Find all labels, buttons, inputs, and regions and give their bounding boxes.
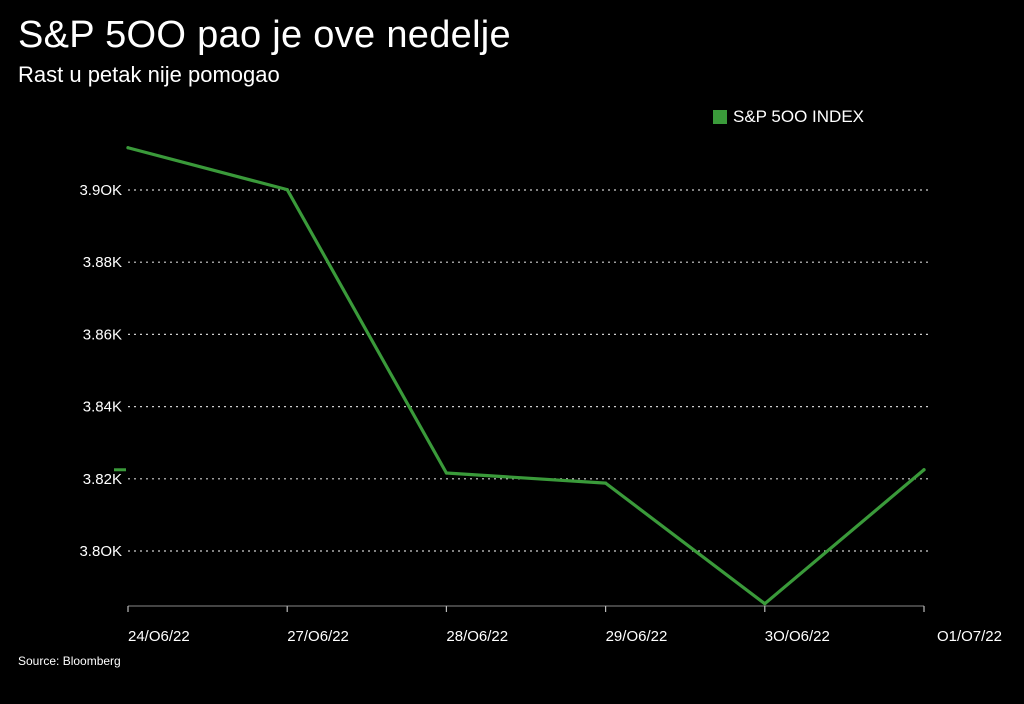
- x-tick-label: O1/O7/22: [937, 628, 1002, 645]
- legend: S&P 5OO INDEX: [713, 107, 864, 127]
- x-axis: [127, 605, 925, 612]
- series-layer: [114, 146, 926, 606]
- y-axis: 3.8OK 3.82K 3.84K 3.86K 3.88K 3.9OK: [79, 182, 122, 560]
- data-point: [285, 188, 289, 192]
- x-tick-label: 3O/O6/22: [765, 628, 830, 645]
- y-tick-label: 3.84K: [83, 399, 122, 416]
- series-line: [126, 146, 926, 606]
- data-point: [604, 481, 608, 485]
- chart-subtitle: Rast u petak nije pomogao: [18, 62, 280, 87]
- x-tick-label: 29/O6/22: [606, 628, 668, 645]
- x-tick-label: 24/O6/22: [128, 628, 190, 645]
- x-tick-label: 28/O6/22: [446, 628, 508, 645]
- data-point: [922, 468, 926, 472]
- data-point: [126, 146, 130, 150]
- last-value-marker: [114, 468, 126, 472]
- y-tick-label: 3.9OK: [79, 182, 122, 199]
- x-tick-labels: 24/O6/22 27/O6/22 28/O6/22 29/O6/22 3O/O6/22…: [128, 628, 1002, 645]
- legend-swatch: [713, 110, 727, 124]
- source-note: Source: Bloomberg: [18, 654, 121, 668]
- y-tick-label: 3.82K: [83, 471, 122, 488]
- data-point: [444, 471, 448, 475]
- y-tick-label: 3.8OK: [79, 543, 122, 560]
- y-tick-label: 3.88K: [83, 254, 122, 271]
- legend-label: S&P 5OO INDEX: [733, 107, 865, 126]
- grid-lines: [128, 189, 928, 552]
- chart-title: S&P 5OO pao je ove nedelje: [18, 14, 511, 56]
- x-tick-label: 27/O6/22: [287, 628, 349, 645]
- data-point: [763, 602, 767, 606]
- y-tick-label: 3.86K: [83, 326, 122, 343]
